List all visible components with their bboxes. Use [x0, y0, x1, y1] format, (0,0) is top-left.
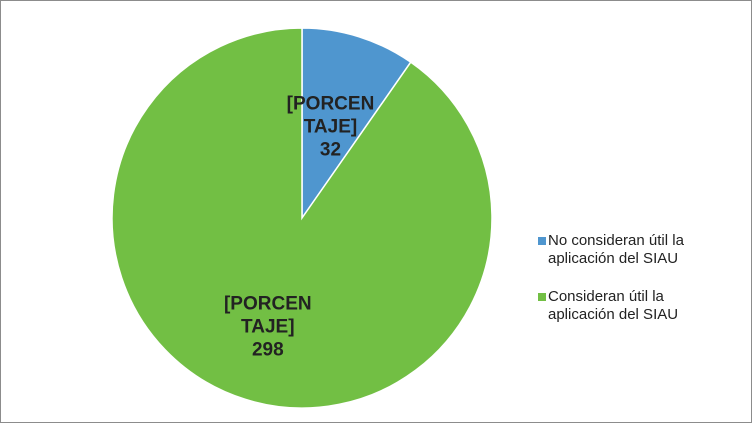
pie-slice — [301, 27, 412, 221]
legend-swatch — [538, 293, 546, 301]
data-label: [PORCENTAJE] 32 — [286, 93, 375, 161]
legend-swatch — [538, 237, 546, 245]
data-label: [PORCENTAJE] 298 — [223, 293, 312, 361]
legend-label: No consideran útil la aplicación del SIA… — [548, 232, 684, 267]
legend-item: No consideran útil la aplicación del SIA… — [538, 232, 698, 268]
pie-slice — [111, 27, 493, 409]
legend-label: Consideran útil la aplicación del SIAU — [548, 288, 679, 323]
legend-item: Consideran útil la aplicación del SIAU — [538, 288, 698, 324]
